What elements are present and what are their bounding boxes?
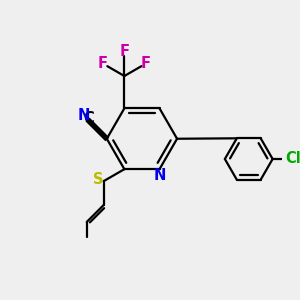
Text: C: C xyxy=(83,111,94,126)
Text: N: N xyxy=(78,108,90,123)
Text: F: F xyxy=(119,44,129,59)
Text: N: N xyxy=(153,168,166,183)
Text: F: F xyxy=(141,56,151,71)
Text: Cl: Cl xyxy=(286,152,300,166)
Text: F: F xyxy=(98,56,108,71)
Text: S: S xyxy=(93,172,103,187)
